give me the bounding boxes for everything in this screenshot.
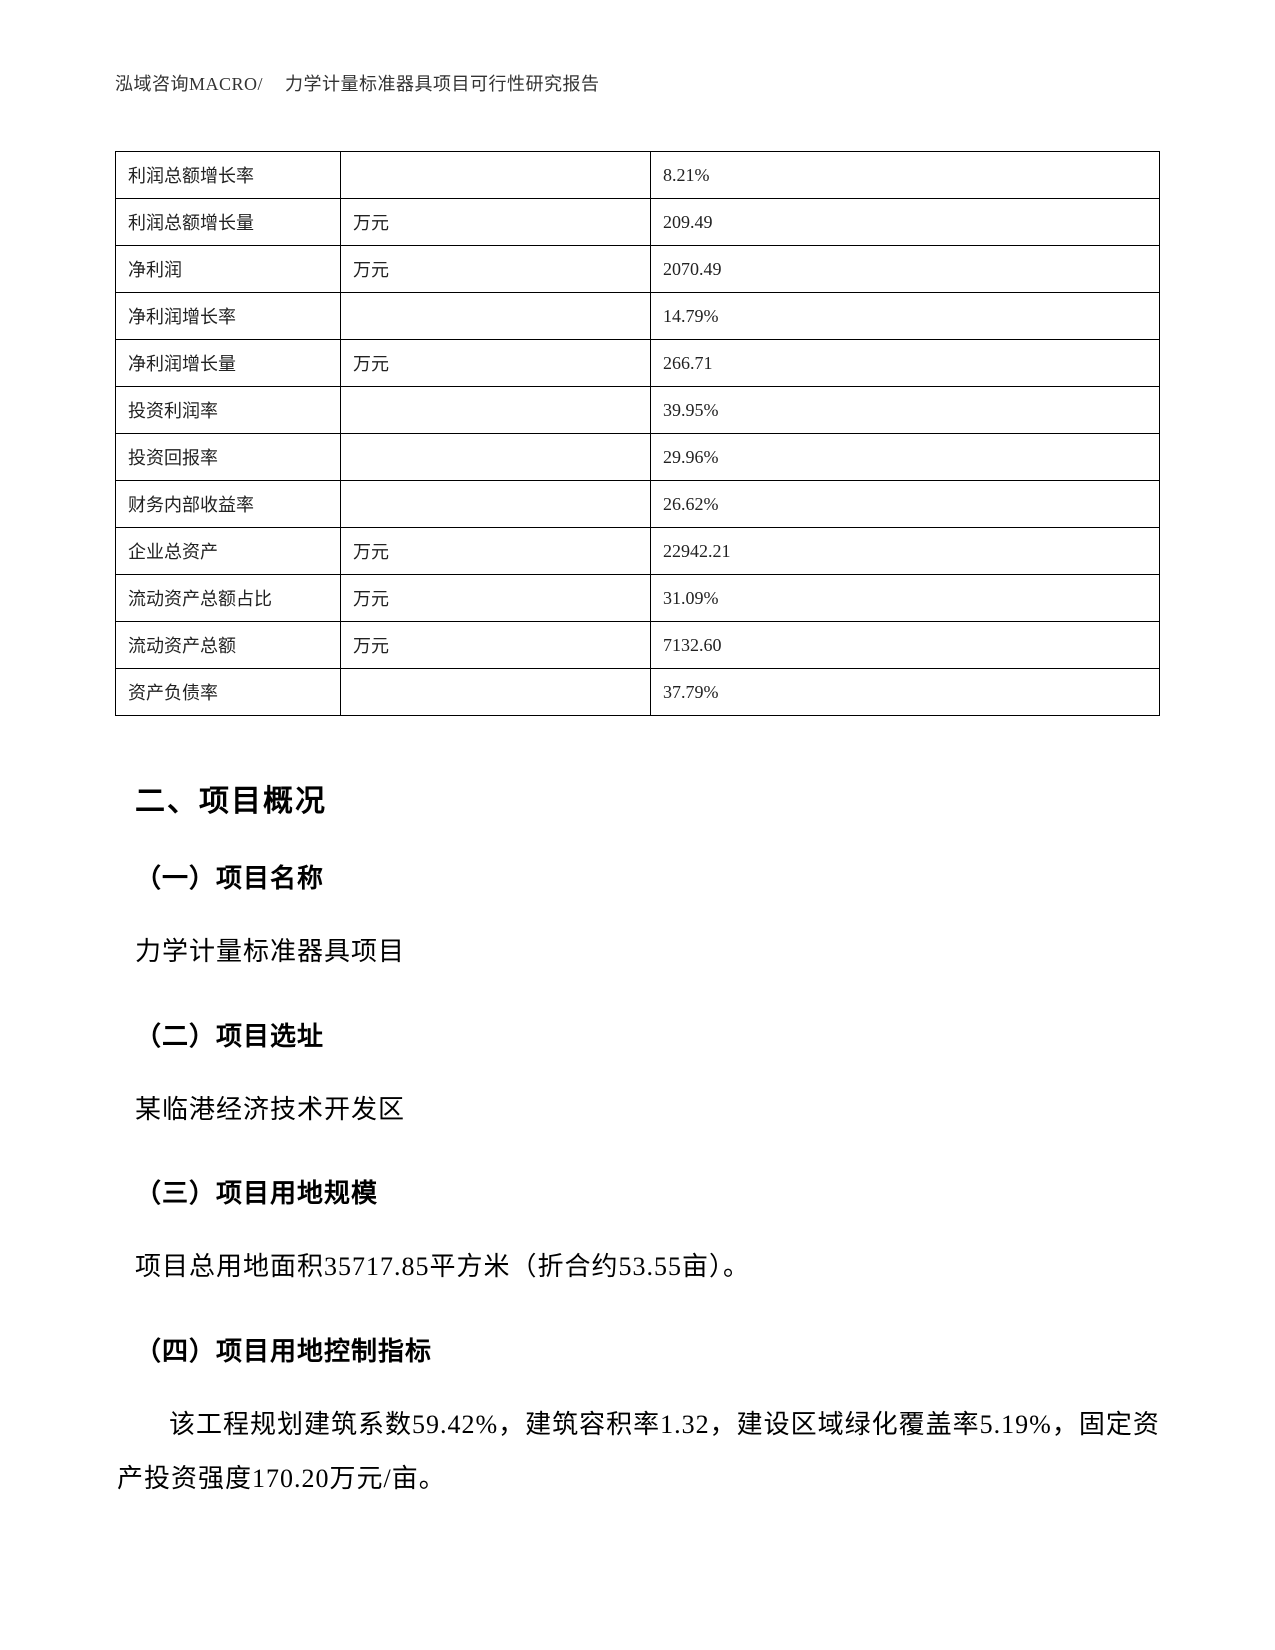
- metric-value-cell: 39.95%: [651, 387, 1160, 434]
- metric-unit-cell: 万元: [341, 528, 651, 575]
- metric-unit-cell: [341, 152, 651, 199]
- financial-table: 利润总额增长率8.21%利润总额增长量万元209.49净利润万元2070.49净…: [115, 151, 1160, 716]
- metric-value-cell: 26.62%: [651, 481, 1160, 528]
- table-row: 利润总额增长量万元209.49: [116, 199, 1160, 246]
- subsection-4-body: 该工程规划建筑系数59.42%，建筑容积率1.32，建设区域绿化覆盖率5.19%…: [117, 1398, 1160, 1507]
- metric-name-cell: 净利润增长量: [116, 340, 341, 387]
- metric-value-cell: 22942.21: [651, 528, 1160, 575]
- subsection-3-title: （三）项目用地规模: [135, 1173, 1160, 1210]
- page-header: 泓域咨询MACRO/力学计量标准器具项目可行性研究报告: [115, 70, 1160, 96]
- metric-value-cell: 8.21%: [651, 152, 1160, 199]
- metric-value-cell: 31.09%: [651, 575, 1160, 622]
- subsection-2-title: （二）项目选址: [135, 1016, 1160, 1053]
- subsection-1-title: （一）项目名称: [135, 858, 1160, 895]
- metric-value-cell: 29.96%: [651, 434, 1160, 481]
- table-row: 利润总额增长率 8.21%: [116, 152, 1160, 199]
- table-row: 资产负债率 37.79%: [116, 669, 1160, 716]
- metric-unit-cell: [341, 669, 651, 716]
- table-row: 投资利润率 39.95%: [116, 387, 1160, 434]
- metric-value-cell: 37.79%: [651, 669, 1160, 716]
- metric-name-cell: 财务内部收益率: [116, 481, 341, 528]
- metric-value-cell: 2070.49: [651, 246, 1160, 293]
- table-row: 流动资产总额万元7132.60: [116, 622, 1160, 669]
- metric-value-cell: 266.71: [651, 340, 1160, 387]
- metric-name-cell: 投资利润率: [116, 387, 341, 434]
- metric-unit-cell: [341, 481, 651, 528]
- metric-unit-cell: 万元: [341, 340, 651, 387]
- metric-name-cell: 利润总额增长率: [116, 152, 341, 199]
- subsection-4-title: （四）项目用地控制指标: [135, 1331, 1160, 1368]
- section-heading: 二、项目概况: [135, 776, 1160, 820]
- metric-name-cell: 净利润增长率: [116, 293, 341, 340]
- table-row: 净利润增长量万元266.71: [116, 340, 1160, 387]
- metric-unit-cell: [341, 293, 651, 340]
- subsection-2-body: 某临港经济技术开发区: [135, 1083, 1160, 1138]
- table-row: 财务内部收益率 26.62%: [116, 481, 1160, 528]
- header-right: 力学计量标准器具项目可行性研究报告: [285, 74, 600, 94]
- table-row: 投资回报率 29.96%: [116, 434, 1160, 481]
- metric-value-cell: 209.49: [651, 199, 1160, 246]
- metric-name-cell: 企业总资产: [116, 528, 341, 575]
- table-row: 流动资产总额占比万元31.09%: [116, 575, 1160, 622]
- metric-unit-cell: 万元: [341, 199, 651, 246]
- metric-name-cell: 流动资产总额: [116, 622, 341, 669]
- subsection-3-body: 项目总用地面积35717.85平方米（折合约53.55亩）。: [135, 1240, 1160, 1295]
- table-row: 净利润增长率 14.79%: [116, 293, 1160, 340]
- content-body: 二、项目概况 （一）项目名称 力学计量标准器具项目 （二）项目选址 某临港经济技…: [115, 776, 1160, 1507]
- metric-value-cell: 14.79%: [651, 293, 1160, 340]
- metric-name-cell: 利润总额增长量: [116, 199, 341, 246]
- metric-unit-cell: [341, 387, 651, 434]
- table-row: 企业总资产万元22942.21: [116, 528, 1160, 575]
- metric-unit-cell: 万元: [341, 622, 651, 669]
- subsection-1-body: 力学计量标准器具项目: [135, 925, 1160, 980]
- metric-name-cell: 净利润: [116, 246, 341, 293]
- metric-value-cell: 7132.60: [651, 622, 1160, 669]
- metric-name-cell: 流动资产总额占比: [116, 575, 341, 622]
- metric-unit-cell: 万元: [341, 246, 651, 293]
- metric-unit-cell: 万元: [341, 575, 651, 622]
- table-row: 净利润万元2070.49: [116, 246, 1160, 293]
- metric-name-cell: 投资回报率: [116, 434, 341, 481]
- metric-name-cell: 资产负债率: [116, 669, 341, 716]
- header-left: 泓域咨询MACRO/: [115, 74, 263, 94]
- metric-unit-cell: [341, 434, 651, 481]
